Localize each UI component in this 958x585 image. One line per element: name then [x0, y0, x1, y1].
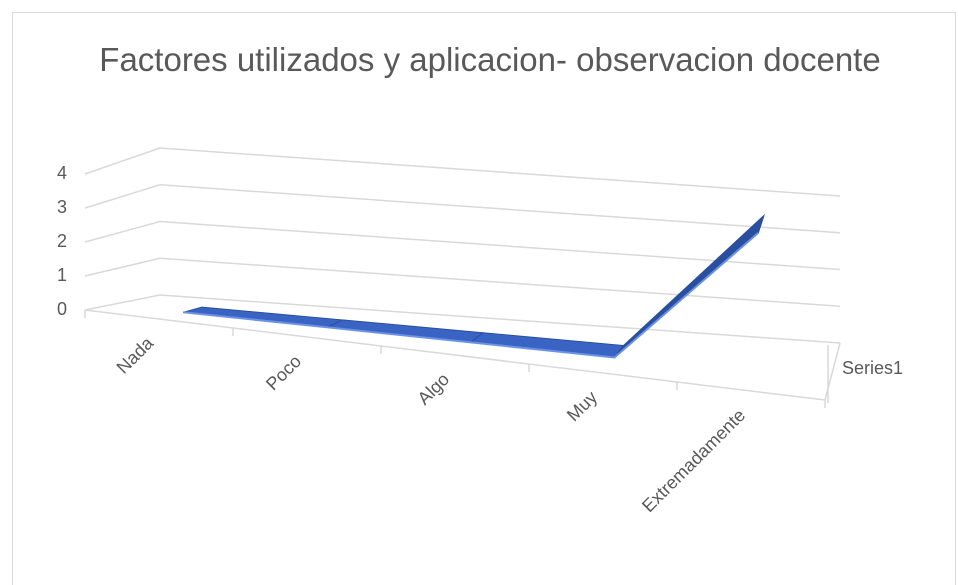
x-tick-label: Extremadamente [638, 405, 749, 516]
grid-line [159, 294, 841, 344]
y-tick-label: 0 [57, 299, 67, 319]
grid-line [159, 184, 841, 234]
x-tick-label: Algo [414, 369, 454, 409]
y-tick-label: 4 [57, 163, 67, 183]
x-axis-line [84, 309, 826, 401]
ribbon-edge [183, 231, 760, 359]
grid-line [159, 257, 841, 307]
y-tick-label: 1 [57, 265, 67, 285]
chart-card [12, 12, 956, 585]
x-tick-label: Nada [113, 332, 158, 377]
legend-label: Series1 [842, 358, 903, 378]
y-tick-label: 2 [57, 231, 67, 251]
side-grid-line [84, 220, 161, 243]
x-tick-label: Poco [262, 351, 305, 394]
x-tick-label: Muy [563, 387, 601, 425]
ribbon-face [325, 319, 485, 343]
chart-title: Factores utilizados y aplicacion- observ… [99, 41, 881, 78]
y-tick-label: 3 [57, 197, 67, 217]
side-grid-line [84, 147, 161, 175]
side-grid-line [84, 257, 161, 277]
side-grid-line [84, 294, 161, 311]
side-grid-line [84, 184, 161, 209]
grid-line [159, 147, 841, 197]
